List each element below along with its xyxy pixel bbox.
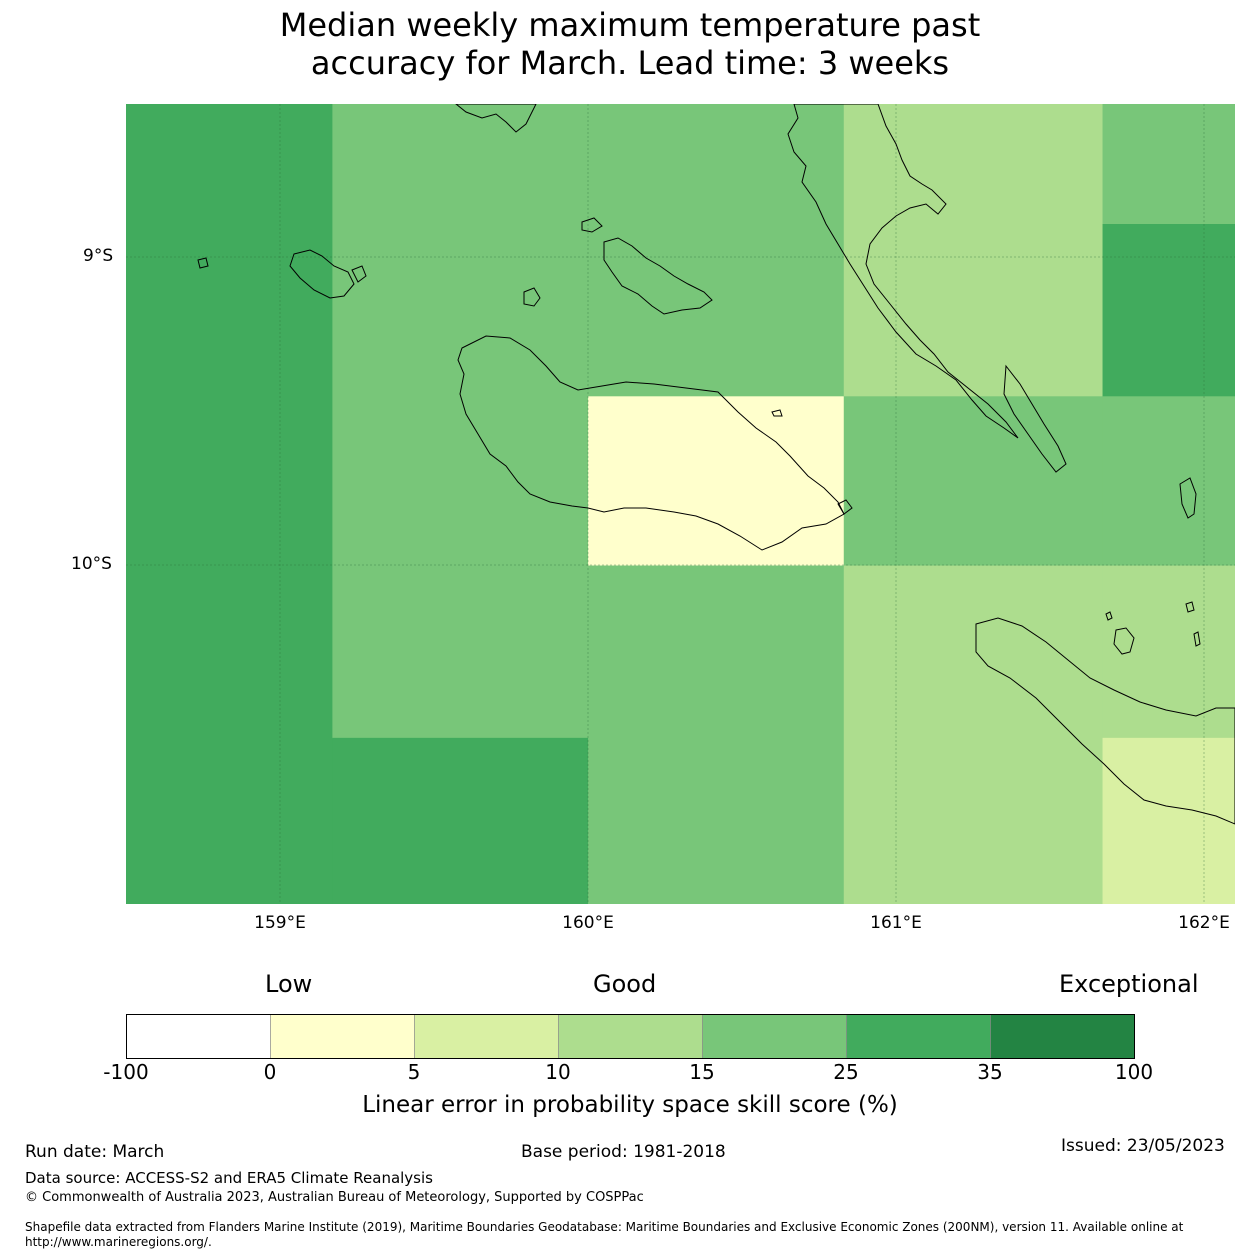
grid-cell-2: [332, 737, 589, 904]
lon-label-160e: 160°E: [562, 913, 614, 933]
grid-cell-9: [1102, 104, 1235, 225]
colorbar-tick: 35: [977, 1060, 1003, 1084]
coastlines: [197, 104, 1235, 825]
colorbar: [126, 1014, 1135, 1059]
coastline-ulawa: [1113, 627, 1135, 655]
grid-cell-0: [126, 104, 333, 904]
grid-cell-6: [843, 104, 1104, 397]
map-title-line2: accuracy for March. Lead time: 3 weeks: [310, 44, 950, 82]
lat-label-9s: 9°S: [83, 246, 114, 266]
coastline-small-island-1: [581, 217, 603, 233]
lat-label-10s: 10°S: [71, 554, 112, 574]
issued-date: Issued: 23/05/2023: [1061, 1136, 1225, 1156]
coastline-makira: [975, 617, 1235, 825]
grid-cell-12: [1102, 565, 1235, 739]
category-good: Good: [593, 970, 657, 998]
colorbar-segment-0: [126, 1014, 271, 1059]
lon-label-159e: 159°E: [254, 913, 306, 933]
colorbar-tick: 100: [1114, 1060, 1154, 1084]
skill-grid-cells: [126, 104, 1235, 904]
base-period: Base period: 1981-2018: [521, 1142, 726, 1162]
coastline-russell-islands: [289, 249, 355, 299]
data-source: Data source: ACCESS-S2 and ERA5 Climate …: [25, 1169, 433, 1187]
colorbar-tick: 10: [545, 1060, 571, 1084]
colorbar-tick: 0: [263, 1060, 277, 1084]
coastline-small-island-4: [1185, 601, 1195, 613]
shapefile-credit: Shapefile data extracted from Flanders M…: [25, 1220, 1184, 1249]
grid-cell-10: [1102, 224, 1235, 397]
map-panel: [126, 104, 1235, 904]
coastline-santa-isabel: [787, 104, 1019, 439]
coastline-mbanika: [197, 257, 209, 269]
category-low: Low: [265, 970, 313, 998]
run-date: Run date: March: [25, 1142, 165, 1162]
coastline-small-island-5: [1193, 631, 1201, 647]
colorbar-tick: -100: [103, 1060, 149, 1084]
colorbar-label: Linear error in probability space skill …: [362, 1092, 898, 1118]
lon-label-162e: 162°E: [1178, 913, 1230, 933]
colorbar-segment-2: [414, 1014, 559, 1059]
grid-cell-8: [843, 565, 1104, 904]
colorbar-tick: 15: [689, 1060, 715, 1084]
coastline-santa-isabel-east: [1003, 364, 1067, 473]
coastline-russell-2: [351, 265, 367, 283]
grid-cell-11: [1102, 396, 1235, 567]
coastline-small-island-7: [837, 499, 853, 515]
coastline-florida-islands: [603, 237, 713, 315]
copyright: © Commonwealth of Australia 2023, Austra…: [25, 1190, 644, 1205]
coastline-small-island-2: [1179, 477, 1197, 519]
colorbar-segment-4: [702, 1014, 847, 1059]
coastline-small-island-6: [771, 409, 783, 417]
grid-cell-1: [332, 104, 589, 739]
map-title-line1: Median weekly maximum temperature past: [279, 6, 981, 44]
colorbar-segment-5: [846, 1014, 991, 1059]
grid-cell-13: [1102, 737, 1235, 904]
category-exceptional: Exceptional: [1059, 970, 1199, 998]
grid-cell-3: [588, 104, 845, 397]
colorbar-segment-6: [990, 1014, 1135, 1059]
gridlines: [126, 104, 1235, 904]
colorbar-segment-3: [558, 1014, 703, 1059]
colorbar-segment-1: [270, 1014, 415, 1059]
coastline-savo: [523, 287, 541, 307]
coastline-malaita-north: [455, 104, 537, 133]
grid-cell-5: [588, 565, 845, 904]
coastline-small-island-3: [1105, 611, 1113, 621]
coastline-guadalcanal: [457, 335, 845, 551]
lon-label-161e: 161°E: [870, 913, 922, 933]
grid-cell-7: [843, 396, 1104, 567]
colorbar-tick: 5: [407, 1060, 421, 1084]
grid-cell-4: [588, 396, 845, 567]
colorbar-outline: [126, 1014, 1135, 1059]
colorbar-tick: 25: [833, 1060, 859, 1084]
